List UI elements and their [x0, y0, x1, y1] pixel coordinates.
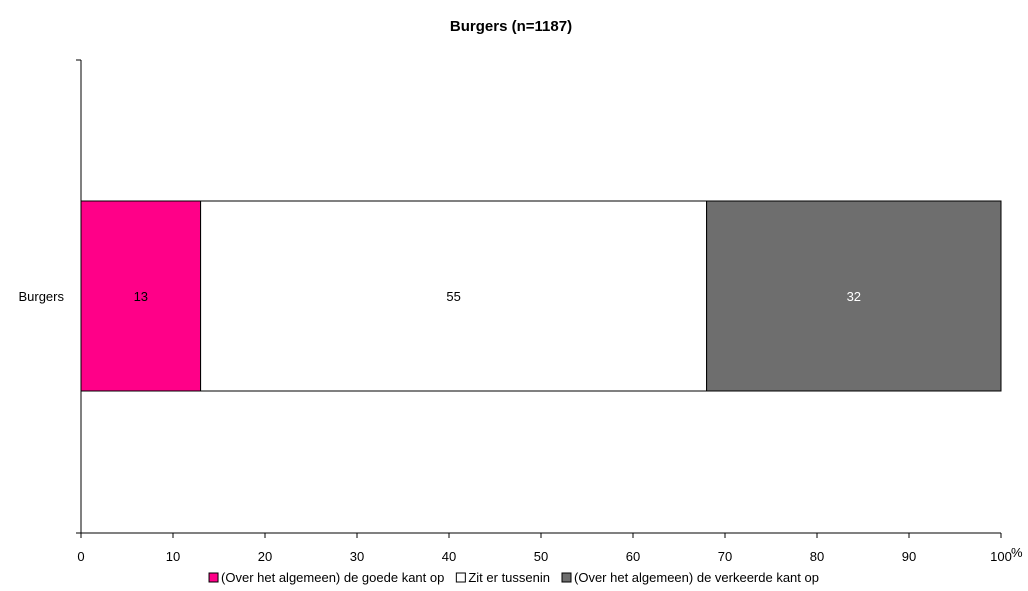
legend-item-2: Zit er tussenin [455, 570, 550, 585]
x-tick-label: 50 [534, 549, 548, 564]
category-labels-layer: Burgers [18, 289, 64, 304]
x-tick-label: 10 [166, 549, 180, 564]
x-tick-label: 0 [77, 549, 84, 564]
bar-segment-2 [200, 200, 708, 392]
x-tick-label: 40 [442, 549, 456, 564]
legend-item-3: (Over het algemeen) de verkeerde kant op [561, 570, 819, 585]
legend-label: (Over het algemeen) de goede kant op [221, 570, 444, 585]
chart-title: Burgers (n=1187) [450, 18, 572, 35]
data-label-3: 32 [847, 289, 861, 304]
x-ticks-layer: 0 10 20 30 40 50 60 70 80 90 100 [77, 533, 1012, 564]
category-label: Burgers [18, 289, 64, 304]
x-tick-label: 60 [626, 549, 640, 564]
legend: (Over het algemeen) de goede kant op Zit … [208, 570, 819, 585]
data-label-2: 55 [446, 289, 460, 304]
x-tick-label: 100 [990, 549, 1012, 564]
data-label-1: 13 [134, 289, 148, 304]
x-tick-label: 80 [810, 549, 824, 564]
x-tick-label: 70 [718, 549, 732, 564]
legend-swatch [208, 572, 219, 583]
x-tick-label: 30 [350, 549, 364, 564]
bar-segment-1 [80, 200, 202, 392]
legend-label: (Over het algemeen) de verkeerde kant op [574, 570, 819, 585]
legend-swatch [455, 572, 466, 583]
legend-item-1: (Over het algemeen) de goede kant op [208, 570, 444, 585]
bar-segment-3 [706, 200, 1002, 392]
x-tick-label: 90 [902, 549, 916, 564]
legend-label: Zit er tussenin [468, 570, 550, 585]
x-axis-unit-label: % [1011, 545, 1023, 560]
legend-swatch [561, 572, 572, 583]
bars-layer: 13 55 32 [80, 200, 1002, 392]
x-tick-label: 20 [258, 549, 272, 564]
